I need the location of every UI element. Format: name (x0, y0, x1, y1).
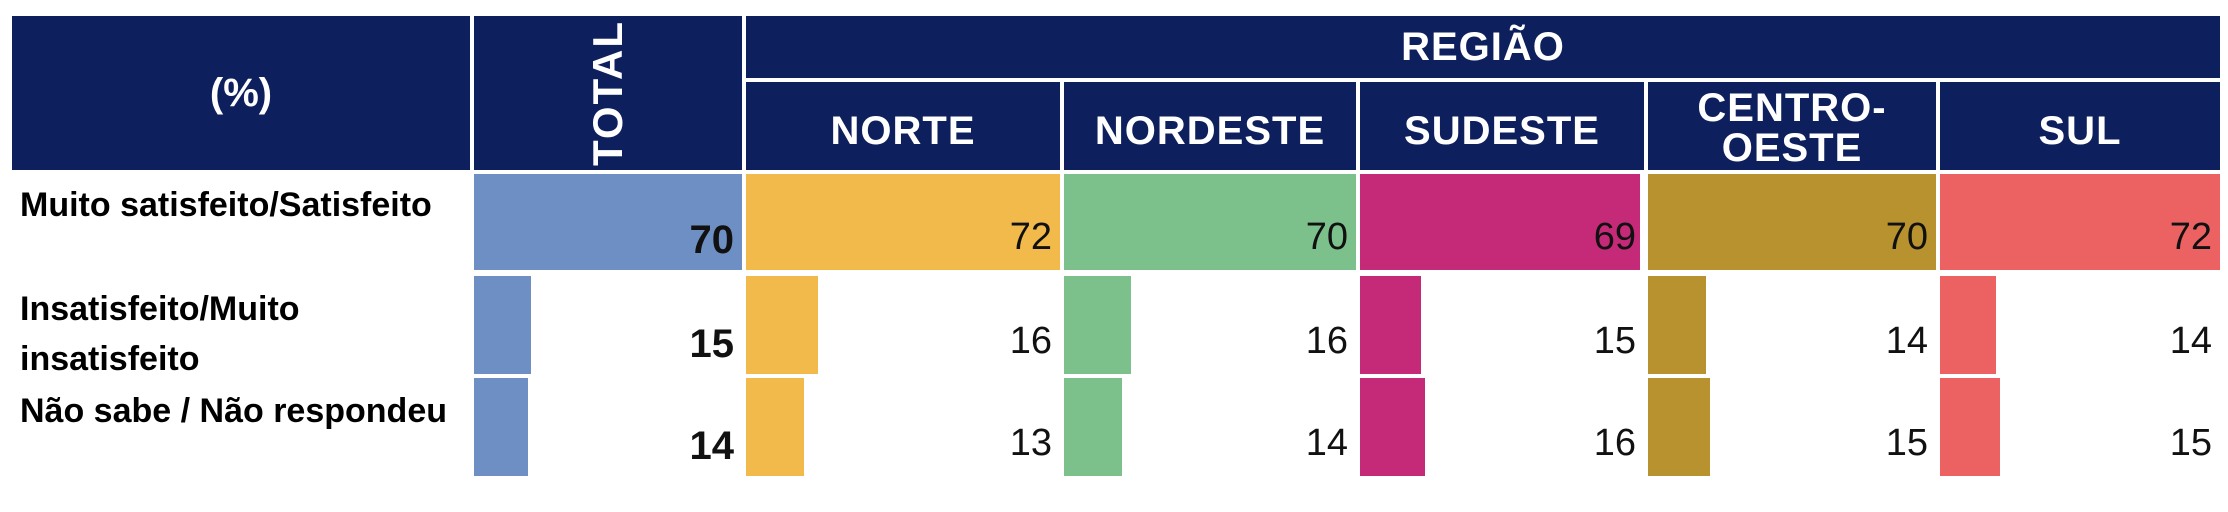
cell-nordeste-row1: 16 (1064, 276, 1356, 374)
value-label-sul-row0: 72 (2169, 216, 2212, 258)
value-label-centro-oeste-row0: 70 (1885, 216, 1928, 258)
bar-centro-oeste-row1 (1648, 276, 1706, 374)
value-label-norte-row1: 16 (1009, 320, 1052, 362)
value-label-total-row0: 70 (689, 218, 735, 262)
region-header-centro-oeste: CENTRO- OESTE (1648, 82, 1936, 170)
region-header-sudeste: SUDESTE (1360, 82, 1644, 170)
value-label-nordeste-row0: 70 (1305, 216, 1348, 258)
cell-sudeste-row0: 69 (1360, 174, 1644, 270)
bar-nordeste-row1 (1064, 276, 1131, 374)
value-label-sul-row2: 15 (2169, 422, 2212, 464)
value-label-total-row2: 14 (689, 424, 735, 468)
cell-total-row1: 15 (474, 276, 742, 374)
cell-norte-row0: 72 (746, 174, 1060, 270)
row-label-satisfied: Muito satisfeito/Satisfeito (20, 186, 432, 224)
cell-total-row2: 14 (474, 378, 742, 476)
value-label-sudeste-row2: 16 (1593, 422, 1636, 464)
bar-sudeste-row0 (1360, 174, 1640, 270)
cell-sul-row2: 15 (1940, 378, 2220, 476)
bar-sul-row1 (1940, 276, 1996, 374)
bar-sul-row0 (1940, 174, 2220, 270)
value-label-centro-oeste-row2: 15 (1885, 422, 1928, 464)
cell-norte-row1: 16 (746, 276, 1060, 374)
cell-nordeste-row2: 14 (1064, 378, 1356, 476)
percent-header: (%) (12, 16, 470, 170)
bar-nordeste-row0 (1064, 174, 1356, 270)
cell-centro-oeste-row0: 70 (1648, 174, 1936, 270)
bar-norte-row1 (746, 276, 818, 374)
cell-norte-row2: 13 (746, 378, 1060, 476)
bar-total-row2 (474, 378, 528, 476)
bar-norte-row0 (746, 174, 1060, 270)
total-header: TOTAL (474, 16, 742, 170)
bar-sul-row2 (1940, 378, 2000, 476)
value-label-total-row1: 15 (689, 322, 735, 366)
bar-total-row0 (474, 174, 742, 270)
value-label-sul-row1: 14 (2169, 320, 2212, 362)
row-label-dissatisfied: Insatisfeito/Muito insatisfeito (20, 290, 300, 378)
bar-nordeste-row2 (1064, 378, 1123, 476)
region-header-nordeste: NORDESTE (1064, 82, 1356, 170)
bar-centro-oeste-row0 (1648, 174, 1936, 270)
value-label-centro-oeste-row1: 14 (1885, 320, 1928, 362)
bar-sudeste-row2 (1360, 378, 1425, 476)
cell-total-row0: 70 (474, 174, 742, 270)
value-label-norte-row0: 72 (1009, 216, 1052, 258)
value-label-sudeste-row0: 69 (1593, 216, 1636, 258)
row-label-dont-know: Não sabe / Não respondeu (20, 392, 447, 430)
cell-sul-row0: 72 (1940, 174, 2220, 270)
region-header-norte: NORTE (746, 82, 1060, 170)
region-group-header: REGIÃO (746, 16, 2220, 78)
cell-centro-oeste-row1: 14 (1648, 276, 1936, 374)
cell-sul-row1: 14 (1940, 276, 2220, 374)
value-label-norte-row2: 13 (1009, 422, 1052, 464)
cell-sudeste-row2: 16 (1360, 378, 1644, 476)
bar-norte-row2 (746, 378, 805, 476)
bar-sudeste-row1 (1360, 276, 1421, 374)
region-header-sul: SUL (1940, 82, 2220, 170)
bar-total-row1 (474, 276, 532, 374)
value-label-sudeste-row1: 15 (1593, 320, 1636, 362)
cell-sudeste-row1: 15 (1360, 276, 1644, 374)
value-label-nordeste-row2: 14 (1305, 422, 1348, 464)
value-label-nordeste-row1: 16 (1305, 320, 1348, 362)
cell-nordeste-row0: 70 (1064, 174, 1356, 270)
bar-centro-oeste-row2 (1648, 378, 1710, 476)
cell-centro-oeste-row2: 15 (1648, 378, 1936, 476)
